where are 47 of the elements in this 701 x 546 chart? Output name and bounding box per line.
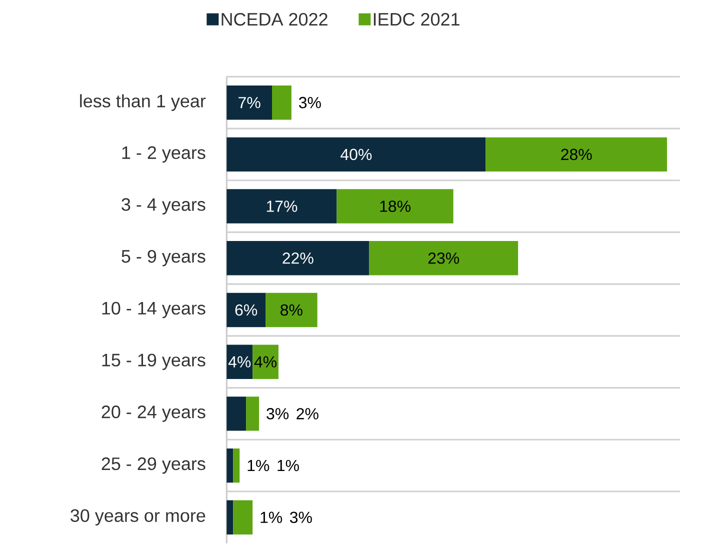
data-label: 1% — [248, 460, 270, 472]
y-tick-label: 10 - 14 years — [102, 302, 206, 318]
y-tick-label: 5 - 9 years — [122, 250, 206, 266]
data-label: 6% — [235, 304, 258, 316]
y-tick-label: 1 - 2 years — [122, 146, 206, 163]
data-label: 4% — [254, 356, 277, 368]
bar — [226, 189, 337, 224]
bar — [486, 137, 668, 172]
data-label: 3% — [290, 512, 312, 524]
data-label: 8% — [280, 304, 302, 316]
legend-label: NCEDA 2022 — [222, 12, 328, 26]
bar — [226, 396, 246, 431]
bar — [272, 85, 292, 120]
y-tick-label: 15 - 19 years — [102, 354, 206, 370]
data-label: 4% — [228, 356, 251, 368]
data-label: 2% — [296, 408, 318, 420]
y-tick-label: 20 - 24 years — [102, 406, 206, 422]
bar — [226, 137, 486, 172]
data-label: 1% — [260, 512, 282, 523]
bar — [233, 500, 253, 535]
bar — [233, 448, 240, 483]
bar — [226, 500, 234, 535]
y-tick-label: 3 - 4 years — [122, 198, 206, 214]
bar — [252, 344, 278, 379]
bar — [369, 241, 518, 276]
bar — [246, 396, 260, 431]
data-label: 28% — [561, 148, 592, 160]
bar — [226, 241, 370, 276]
bar — [226, 448, 234, 483]
data-label: 3% — [298, 96, 321, 108]
bar — [226, 344, 253, 379]
data-label: 22% — [282, 252, 314, 264]
bar — [266, 292, 318, 328]
data-label: 3% — [266, 408, 289, 420]
bar — [226, 85, 272, 120]
data-label: 18% — [380, 200, 410, 212]
data-label: 17% — [266, 200, 298, 212]
data-label: 1% — [278, 460, 299, 472]
y-tick-label: less than 1 year — [80, 94, 206, 111]
data-label: 40% — [340, 148, 372, 160]
y-tick-label: 25 - 29 years — [102, 457, 206, 474]
data-label: 7% — [238, 96, 260, 108]
bar — [226, 292, 266, 328]
legend-label: IEDC 2021 — [374, 12, 460, 26]
data-label: 23% — [428, 252, 460, 264]
bar — [336, 189, 454, 224]
y-tick-label: 30 years or more — [70, 509, 206, 526]
